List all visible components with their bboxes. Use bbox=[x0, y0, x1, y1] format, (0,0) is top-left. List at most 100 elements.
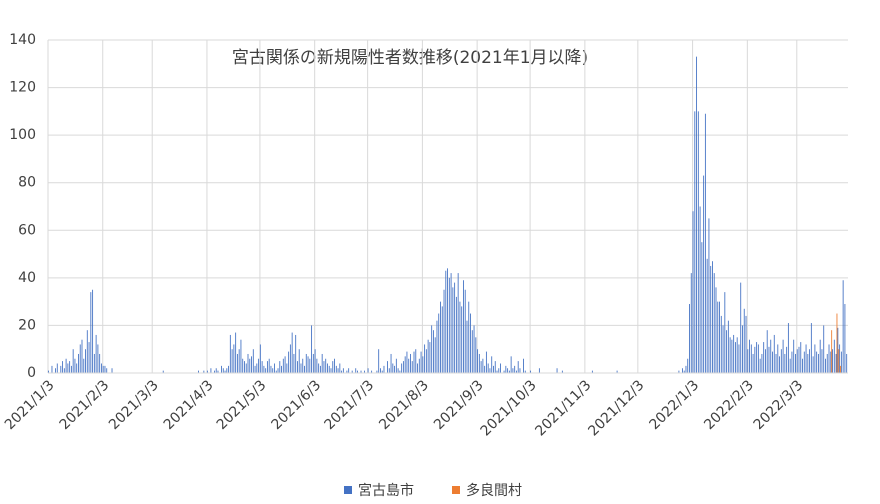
bar bbox=[731, 339, 733, 373]
bar bbox=[779, 356, 781, 373]
bar bbox=[69, 361, 71, 373]
bar bbox=[844, 304, 846, 373]
bar bbox=[687, 358, 689, 373]
bar bbox=[715, 287, 717, 373]
bar bbox=[314, 349, 316, 373]
bar bbox=[796, 349, 798, 373]
bar bbox=[681, 368, 683, 373]
bar bbox=[775, 353, 777, 373]
bar bbox=[738, 344, 740, 373]
bar bbox=[817, 353, 819, 373]
bar bbox=[500, 363, 501, 373]
bar bbox=[810, 323, 812, 373]
bar bbox=[97, 344, 99, 373]
bar bbox=[524, 370, 526, 373]
bar bbox=[795, 353, 796, 373]
bar bbox=[754, 346, 756, 373]
x-tick-label: 2022/1/3 bbox=[646, 377, 702, 433]
bar bbox=[706, 258, 708, 373]
bar bbox=[298, 349, 300, 373]
x-tick-label: 2021/8/3 bbox=[376, 377, 432, 433]
bar bbox=[282, 358, 284, 373]
bar bbox=[837, 327, 839, 373]
bar bbox=[402, 361, 404, 373]
bar bbox=[263, 365, 265, 373]
bar bbox=[337, 368, 339, 373]
bar bbox=[517, 361, 519, 373]
bar bbox=[814, 344, 816, 373]
bar bbox=[231, 349, 233, 373]
bar bbox=[803, 351, 805, 373]
bar bbox=[734, 342, 736, 373]
bar bbox=[256, 363, 258, 373]
x-tick-label: 2021/1/3 bbox=[2, 377, 58, 433]
bar bbox=[719, 301, 720, 373]
legend-swatch bbox=[344, 486, 352, 494]
bar bbox=[694, 111, 696, 373]
bar bbox=[463, 280, 464, 373]
bar bbox=[485, 351, 487, 373]
bar bbox=[330, 368, 332, 373]
bar bbox=[821, 349, 823, 373]
bar bbox=[712, 261, 713, 373]
bar bbox=[99, 353, 101, 373]
bar bbox=[88, 342, 90, 373]
bar bbox=[780, 349, 782, 373]
bar bbox=[309, 358, 311, 373]
bar bbox=[480, 361, 482, 373]
bar bbox=[743, 308, 745, 373]
bar bbox=[293, 353, 295, 373]
bar bbox=[297, 361, 298, 373]
bar bbox=[399, 370, 401, 373]
bar bbox=[418, 358, 420, 373]
bar bbox=[270, 365, 272, 373]
bar bbox=[445, 270, 447, 373]
bar bbox=[395, 358, 397, 373]
bar bbox=[235, 332, 237, 373]
bar bbox=[238, 349, 240, 373]
bar bbox=[459, 301, 461, 373]
bar bbox=[100, 363, 102, 373]
bar bbox=[800, 342, 802, 373]
bar bbox=[221, 365, 222, 373]
bar bbox=[791, 351, 793, 373]
x-tick-label: 2021/11/3 bbox=[532, 377, 594, 439]
bar bbox=[761, 353, 763, 373]
bar bbox=[312, 353, 314, 373]
bar bbox=[455, 296, 457, 373]
y-tick-label: 0 bbox=[27, 365, 36, 381]
bar bbox=[828, 344, 830, 373]
bar bbox=[60, 365, 62, 373]
bar bbox=[508, 370, 510, 373]
bar bbox=[510, 356, 512, 373]
bar bbox=[833, 339, 835, 373]
bar bbox=[229, 334, 231, 373]
bar bbox=[48, 370, 49, 373]
bar bbox=[759, 358, 761, 373]
x-tick-label: 2022/3/3 bbox=[751, 377, 807, 433]
bar bbox=[742, 325, 743, 373]
bar bbox=[245, 363, 247, 373]
bar bbox=[104, 365, 106, 373]
bar bbox=[512, 368, 514, 373]
bar bbox=[67, 363, 69, 373]
bar bbox=[805, 344, 807, 373]
bar bbox=[690, 273, 692, 373]
chart-title: 宮古関係の新規陽性者数推移(2021年1月以降) bbox=[232, 48, 588, 68]
bar bbox=[321, 353, 323, 373]
bar bbox=[380, 368, 381, 373]
bar bbox=[708, 218, 710, 373]
bar bbox=[102, 365, 104, 373]
bar bbox=[388, 368, 390, 373]
bar bbox=[339, 363, 341, 373]
y-tick-label: 20 bbox=[18, 317, 36, 333]
bar bbox=[457, 273, 459, 373]
bar bbox=[470, 313, 471, 373]
bar bbox=[484, 365, 486, 373]
bar bbox=[410, 353, 411, 373]
bar bbox=[443, 289, 445, 373]
bar bbox=[258, 358, 260, 373]
bar bbox=[318, 363, 320, 373]
bar bbox=[390, 353, 392, 373]
